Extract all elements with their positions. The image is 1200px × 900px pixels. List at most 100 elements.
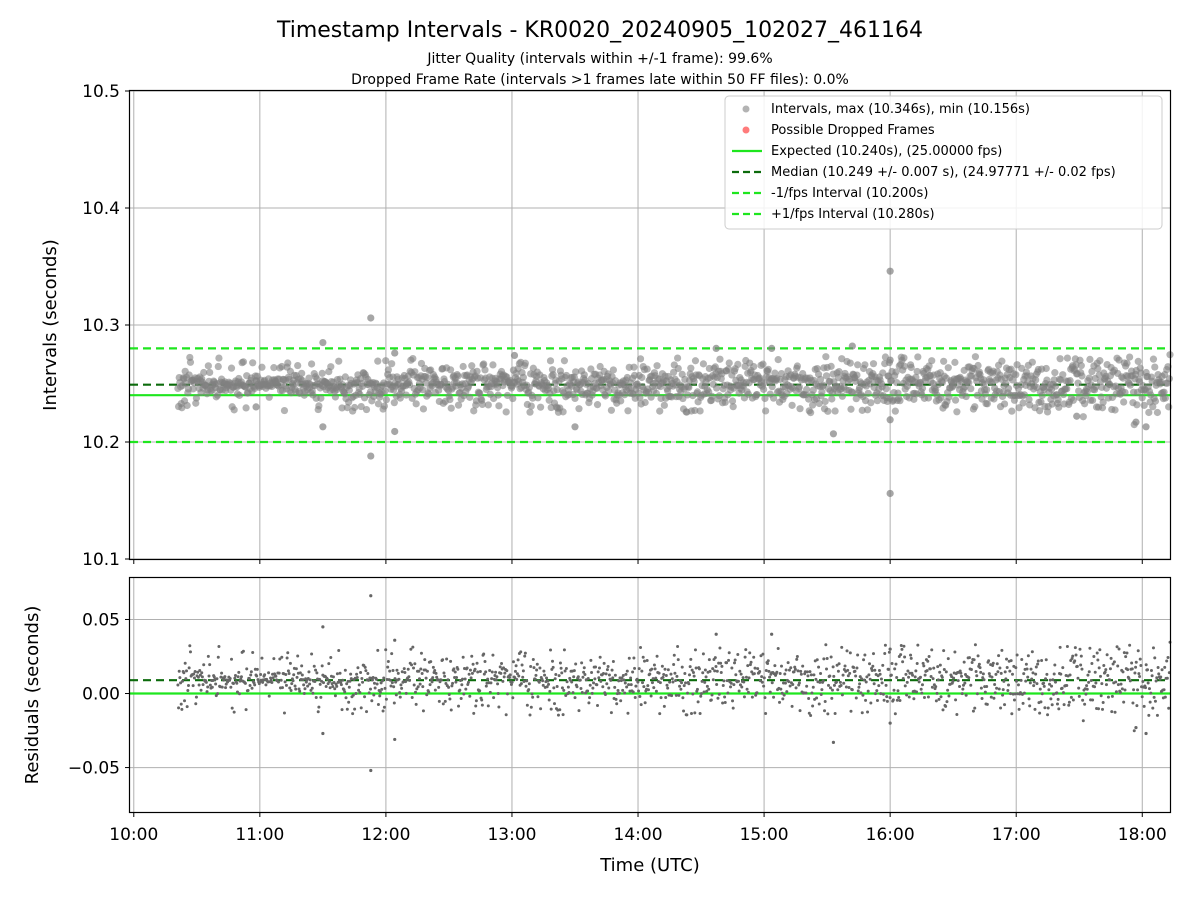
residual-point <box>985 685 989 689</box>
residual-point <box>277 680 281 684</box>
residual-point <box>920 683 924 687</box>
interval-point <box>928 357 936 365</box>
residual-point <box>521 669 525 673</box>
residual-point <box>241 649 245 653</box>
residual-point <box>799 669 803 673</box>
residual-point <box>318 677 322 681</box>
residual-point <box>861 693 865 697</box>
residual-point <box>263 673 267 677</box>
residual-point <box>783 672 787 676</box>
residual-point <box>414 690 418 694</box>
interval-point <box>764 365 772 373</box>
residual-point <box>719 661 723 665</box>
residual-point <box>331 675 335 679</box>
residual-point <box>931 677 935 681</box>
residual-point <box>531 695 535 699</box>
residual-point <box>1044 658 1048 662</box>
residual-point <box>1150 674 1154 678</box>
residual-point <box>580 661 584 665</box>
interval-outlier-point <box>391 427 399 436</box>
residual-point <box>1042 684 1046 688</box>
interval-point <box>571 394 579 403</box>
residual-point <box>1062 703 1066 707</box>
residual-point <box>327 662 331 666</box>
residual-point <box>441 702 445 706</box>
residual-point <box>613 673 617 677</box>
residual-point <box>1138 657 1142 661</box>
residual-point <box>725 661 729 665</box>
residual-point <box>960 674 964 678</box>
interval-point <box>971 403 979 411</box>
residual-point <box>502 666 506 670</box>
residual-point <box>253 683 257 687</box>
intervals-y-tick-label: 10.2 <box>82 433 120 453</box>
interval-point <box>466 393 474 401</box>
residual-point <box>1024 662 1028 666</box>
residual-point <box>212 675 216 679</box>
residual-point <box>308 682 312 686</box>
residual-point <box>833 712 837 716</box>
residual-point <box>701 652 705 656</box>
residual-point <box>736 653 740 657</box>
residual-point <box>658 681 662 685</box>
residual-point <box>895 676 899 680</box>
residual-point <box>217 645 221 649</box>
residual-point <box>734 673 738 677</box>
residual-point <box>652 663 656 667</box>
interval-point <box>750 362 758 371</box>
residual-point <box>738 669 742 673</box>
residual-point <box>621 688 625 692</box>
residual-point <box>750 670 754 674</box>
interval-point <box>1012 371 1020 379</box>
residual-point <box>503 671 507 675</box>
interval-point <box>609 366 617 374</box>
residual-point <box>531 657 535 661</box>
residual-point <box>704 675 708 679</box>
residual-point <box>866 710 870 714</box>
residual-point <box>727 651 731 655</box>
interval-point <box>951 396 960 404</box>
interval-point <box>774 356 782 364</box>
residual-point <box>454 680 458 684</box>
residual-point <box>1007 683 1011 687</box>
interval-point <box>214 362 222 371</box>
residual-point <box>1010 672 1014 676</box>
residual-point <box>507 676 511 680</box>
residual-point <box>187 666 191 670</box>
residual-point <box>912 697 916 701</box>
residual-point <box>280 655 284 659</box>
residual-point <box>397 677 401 681</box>
residual-point <box>955 713 959 717</box>
residual-point <box>386 665 390 669</box>
residual-point <box>963 681 967 685</box>
interval-point <box>351 403 359 412</box>
interval-point <box>835 368 843 376</box>
interval-point <box>374 357 382 365</box>
residual-point <box>547 682 551 686</box>
interval-point <box>685 383 693 392</box>
interval-point <box>396 394 404 402</box>
interval-point <box>1050 376 1058 384</box>
residual-point <box>255 667 259 671</box>
residual-point <box>459 696 463 700</box>
residual-point <box>1118 690 1122 694</box>
residual-point <box>670 694 674 698</box>
interval-point <box>446 395 454 404</box>
residual-point <box>1019 678 1023 682</box>
interval-point <box>647 393 655 401</box>
interval-point <box>690 377 698 386</box>
residual-point <box>662 704 666 708</box>
interval-outlier-point <box>886 416 894 424</box>
interval-point <box>907 363 915 372</box>
residual-point <box>893 712 897 716</box>
interval-point <box>1069 396 1077 404</box>
residual-point <box>201 683 205 687</box>
residual-point <box>1140 695 1144 699</box>
residual-point <box>392 701 396 705</box>
residual-point <box>1138 675 1142 679</box>
residual-point <box>547 698 551 702</box>
residual-point <box>903 655 907 659</box>
residual-point <box>1141 679 1145 683</box>
residual-point <box>829 655 833 659</box>
interval-point <box>454 372 462 380</box>
